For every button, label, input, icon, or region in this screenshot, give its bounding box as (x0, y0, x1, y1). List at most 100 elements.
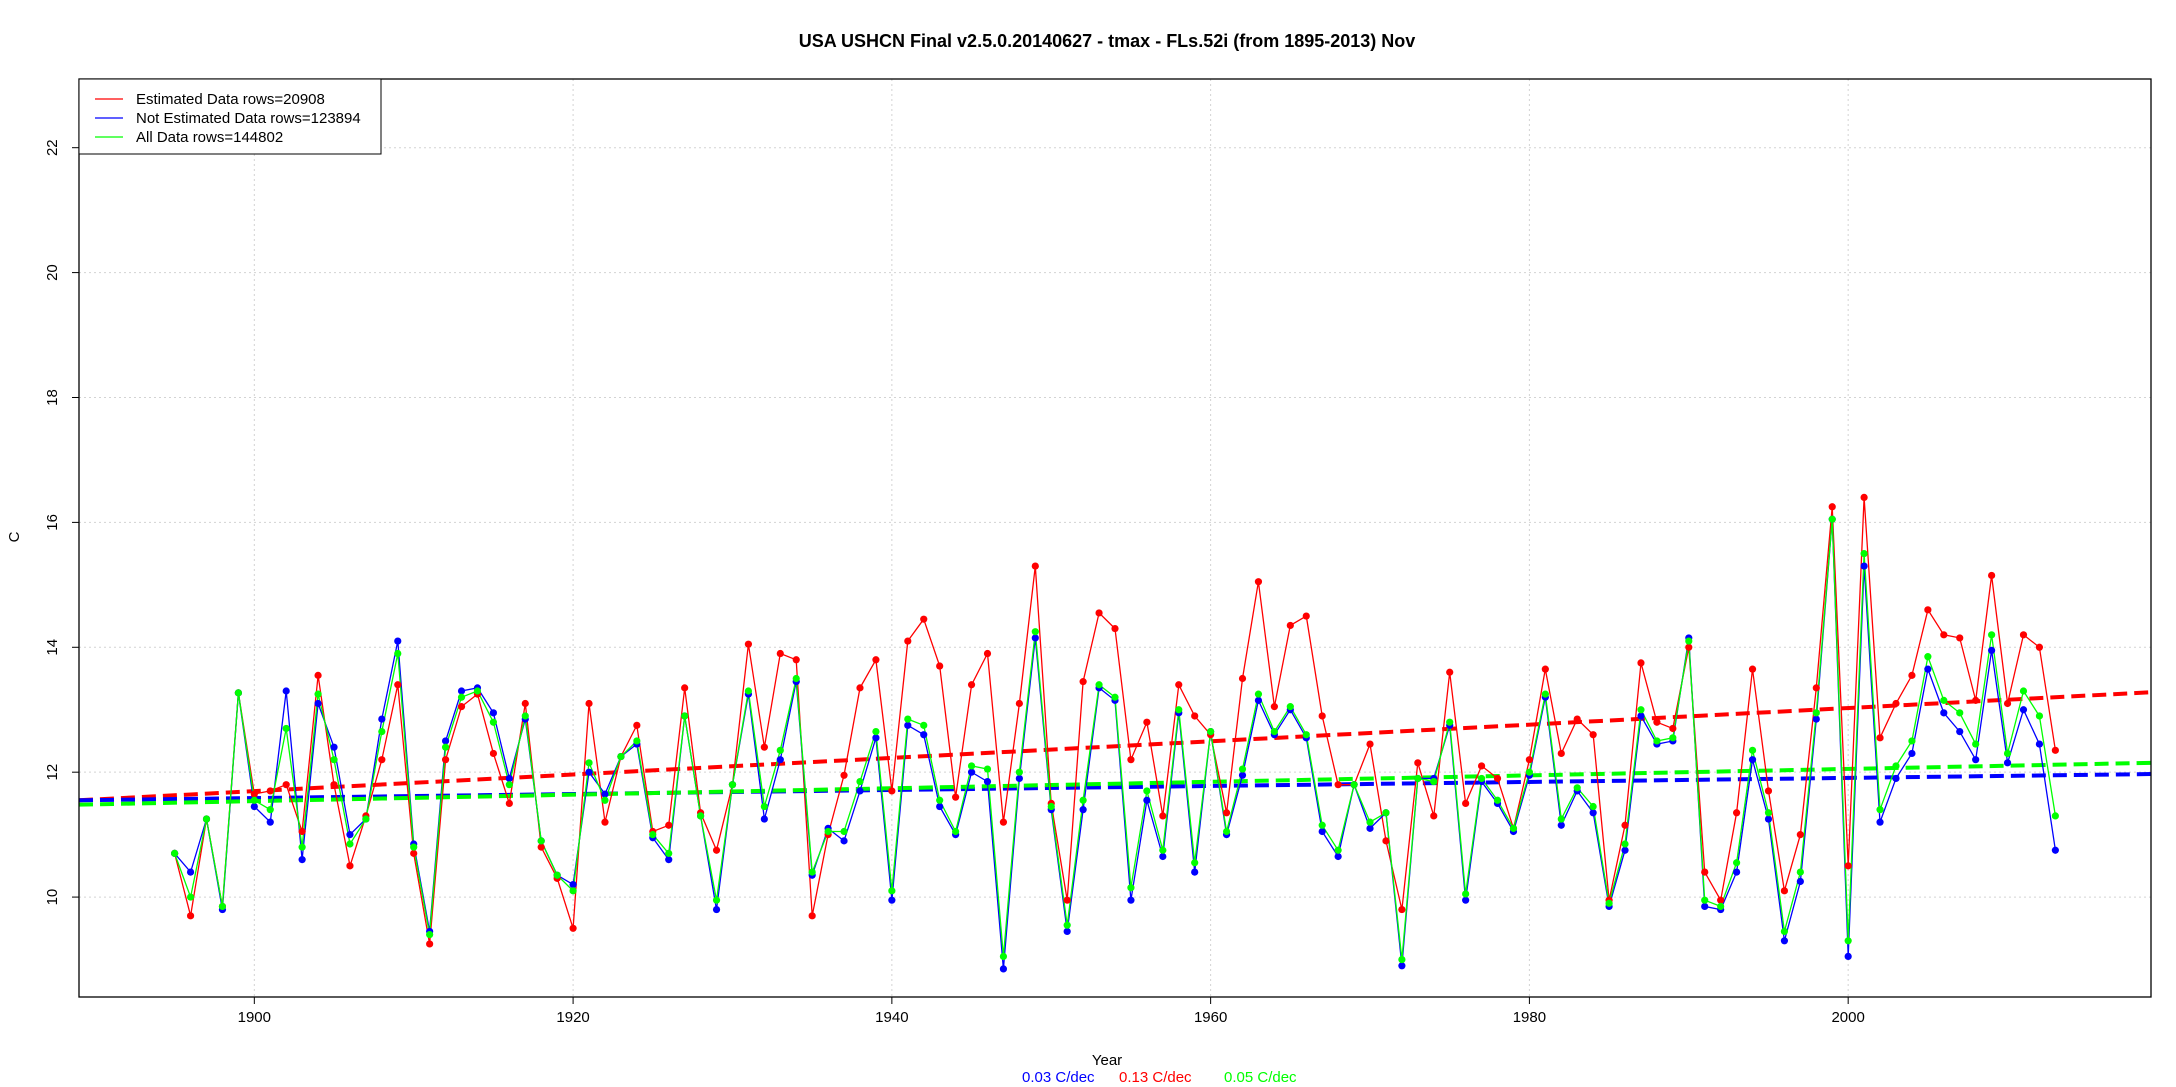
point-all-data-1935 (808, 868, 816, 876)
point-all-data-1941 (904, 715, 912, 723)
point-all-data-1915 (489, 718, 497, 726)
point-all-data-1998 (1812, 709, 1820, 717)
point-all-data-1920 (569, 887, 577, 895)
point-estimated-1988 (1653, 718, 1661, 726)
point-estimated-1931 (744, 640, 753, 648)
point-not-estimated-1994 (1748, 756, 1757, 764)
x-axis-label: Year (1092, 1052, 1122, 1069)
point-not-estimated-1991 (1701, 902, 1709, 911)
point-all-data-1917 (521, 712, 529, 720)
point-all-data-1976 (1462, 890, 1470, 898)
point-not-estimated-1896 (186, 868, 195, 876)
point-estimated-2006 (1940, 631, 1948, 639)
point-not-estimated-2011 (2019, 706, 2028, 714)
point-all-data-1910 (410, 843, 418, 851)
point-all-data-1951 (1063, 921, 1071, 929)
point-all-data-1938 (856, 777, 864, 786)
y-tick-label-16: 16 (44, 514, 61, 531)
point-all-data-1964 (1270, 727, 1278, 736)
point-not-estimated-2001 (1860, 562, 1868, 570)
point-all-data-1932 (760, 802, 768, 811)
point-estimated-1921 (585, 699, 593, 708)
point-estimated-1992 (1717, 896, 1725, 904)
point-all-data-1999 (1828, 515, 1836, 523)
point-all-data-1970 (1366, 818, 1374, 826)
point-estimated-1918 (537, 843, 545, 851)
point-all-data-1901 (266, 806, 274, 814)
trend-lines (78, 690, 2152, 807)
point-all-data-1965 (1286, 703, 1294, 711)
point-all-data-1968 (1334, 846, 1342, 854)
point-estimated-1983 (1573, 715, 1581, 723)
point-estimated-1952 (1079, 678, 1087, 686)
point-estimated-1994 (1748, 665, 1757, 673)
point-estimated-2007 (1956, 634, 1964, 642)
grid (79, 79, 2151, 997)
point-all-data-2003 (1892, 762, 1900, 770)
trend-rate-not-estimated: 0.03 C/dec (1022, 1069, 1095, 1086)
point-not-estimated-1932 (760, 815, 768, 823)
point-all-data-1897 (202, 815, 211, 823)
point-estimated-1989 (1669, 724, 1677, 733)
point-estimated-1906 (346, 862, 354, 870)
point-not-estimated-1963 (1254, 696, 1263, 704)
data-points (171, 493, 2059, 973)
point-not-estimated-1949 (1031, 634, 1039, 642)
point-estimated-1929 (712, 846, 721, 854)
point-all-data-1987 (1637, 706, 1645, 714)
point-not-estimated-1984 (1589, 809, 1597, 817)
point-estimated-1971 (1382, 837, 1390, 845)
point-all-data-1954 (1111, 693, 1119, 701)
point-all-data-1963 (1254, 690, 1263, 698)
point-estimated-1933 (776, 649, 784, 658)
point-estimated-1987 (1637, 659, 1645, 667)
point-estimated-2001 (1860, 493, 1868, 502)
point-all-data-1978 (1493, 796, 1502, 804)
point-all-data-1989 (1669, 734, 1677, 742)
point-not-estimated-1951 (1063, 927, 1071, 936)
point-all-data-1904 (314, 690, 322, 698)
point-all-data-1937 (840, 827, 848, 836)
point-not-estimated-1933 (776, 756, 784, 764)
point-all-data-1960 (1207, 727, 1215, 736)
point-estimated-1896 (186, 912, 195, 920)
y-tick-label-12: 12 (44, 764, 61, 781)
point-estimated-1954 (1111, 624, 1119, 633)
point-estimated-1944 (952, 793, 960, 801)
point-all-data-1977 (1477, 774, 1486, 783)
legend-box (78, 78, 382, 155)
point-estimated-1942 (920, 615, 928, 623)
point-estimated-1946 (983, 649, 992, 658)
x-tick-label-1900: 1900 (238, 1009, 271, 1026)
legend: Estimated Data rows=20908 Not Estimated … (78, 78, 382, 155)
point-not-estimated-2007 (1956, 727, 1964, 736)
point-all-data-1906 (346, 840, 354, 848)
point-not-estimated-2006 (1940, 709, 1948, 717)
point-estimated-1910 (410, 849, 418, 857)
point-estimated-2002 (1876, 734, 1884, 742)
point-all-data-2013 (2051, 812, 2059, 820)
point-estimated-2005 (1924, 606, 1932, 614)
point-estimated-2004 (1908, 671, 1916, 679)
trend-rate-labels: 0.03 C/dec 0.13 C/dec 0.05 C/dec (1022, 1069, 1297, 1086)
point-not-estimated-1948 (1015, 774, 1023, 783)
point-all-data-1992 (1717, 902, 1725, 911)
point-estimated-1970 (1366, 740, 1374, 748)
point-estimated-2012 (2035, 643, 2044, 651)
point-all-data-1928 (697, 812, 705, 820)
point-all-data-2008 (1972, 740, 1980, 748)
point-estimated-1916 (505, 799, 513, 808)
point-not-estimated-1993 (1733, 868, 1741, 876)
point-all-data-2002 (1876, 806, 1884, 814)
point-not-estimated-1996 (1780, 937, 1789, 945)
point-estimated-1956 (1143, 718, 1151, 726)
chart-title: USA USHCN Final v2.5.0.20140627 - tmax -… (799, 31, 1416, 51)
point-estimated-2010 (2003, 699, 2012, 708)
point-all-data-1988 (1653, 737, 1661, 745)
point-estimated-1974 (1430, 812, 1438, 820)
point-all-data-1903 (298, 843, 306, 851)
point-not-estimated-1986 (1621, 846, 1629, 854)
point-not-estimated-2000 (1844, 952, 1852, 961)
legend-label-not-estimated: Not Estimated Data rows=123894 (136, 110, 361, 127)
